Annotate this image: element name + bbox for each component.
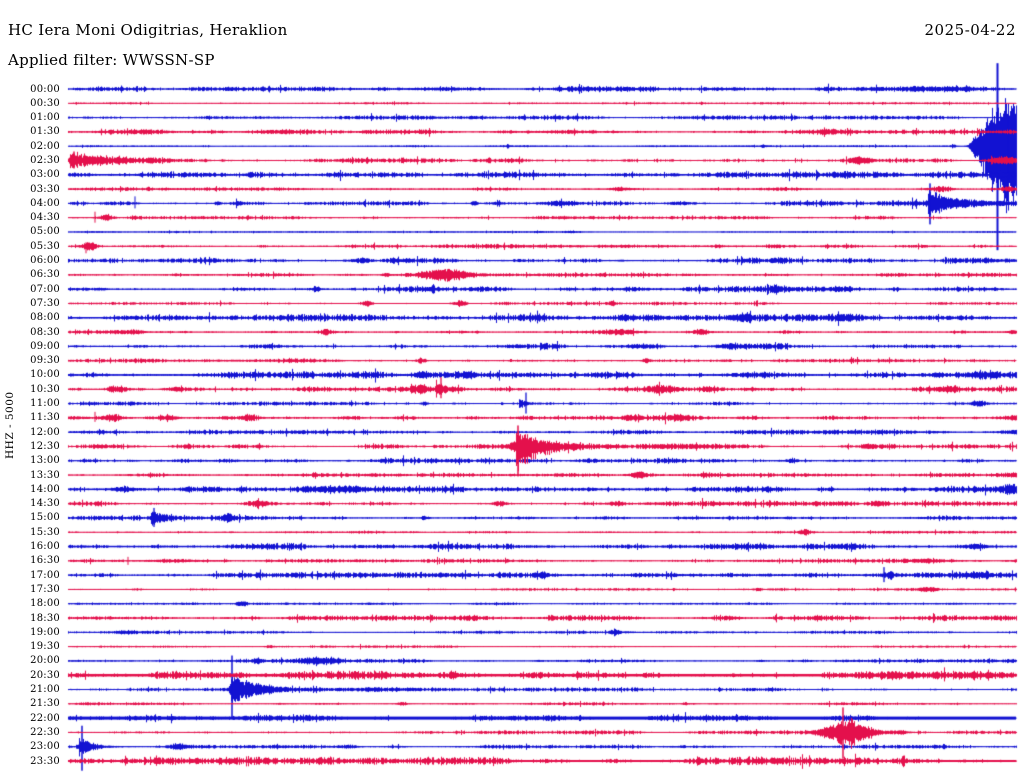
helicorder-canvas bbox=[0, 0, 1024, 780]
helicorder-page: HC Iera Moni Odigitrias, Heraklion 2025-… bbox=[0, 0, 1024, 780]
